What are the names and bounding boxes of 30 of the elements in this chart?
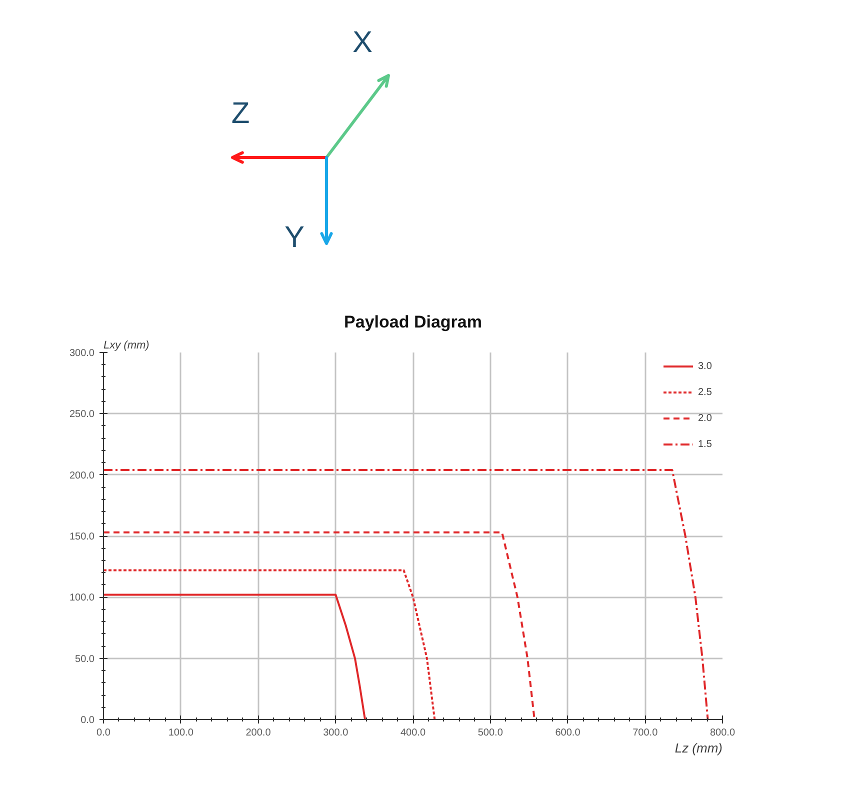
legend-label: 2.5 — [698, 386, 713, 398]
legend-label: 1.5 — [698, 438, 713, 450]
x-tick-label: 100.0 — [168, 728, 194, 738]
x-tick-label: 400.0 — [400, 728, 426, 738]
y-tick-label: 0.0 — [80, 715, 95, 726]
chart-title: Payload Diagram — [344, 312, 482, 332]
line-series — [104, 531, 536, 720]
x-tick-label: 600.0 — [555, 728, 581, 738]
line-series — [104, 569, 436, 720]
legend-label: 2.0 — [698, 412, 713, 424]
line-series — [104, 468, 709, 720]
x-tick-label: 500.0 — [478, 728, 504, 738]
y-axis-title: Lxy (mm) — [104, 340, 150, 352]
x-tick-label: 0.0 — [96, 728, 111, 738]
y-tick-label: 250.0 — [69, 409, 95, 420]
legend-label: 3.0 — [698, 360, 713, 372]
text: Z — [231, 97, 250, 130]
y-tick-label: 300.0 — [69, 348, 95, 359]
x-axis-title: Lz (mm) — [674, 740, 723, 756]
line-series — [104, 594, 366, 720]
y-tick-label: 200.0 — [69, 470, 95, 482]
y-tick-label: 150.0 — [69, 532, 95, 542]
x-tick-label: 800.0 — [710, 728, 736, 738]
x-tick-label: 700.0 — [632, 728, 658, 738]
x-tick-label: 300.0 — [323, 728, 349, 738]
y-tick-label: 50.0 — [75, 654, 95, 665]
x-tick-label: 200.0 — [246, 728, 272, 738]
text: X — [352, 26, 373, 59]
text: Y — [284, 221, 305, 254]
y-tick-label: 100.0 — [69, 592, 95, 604]
